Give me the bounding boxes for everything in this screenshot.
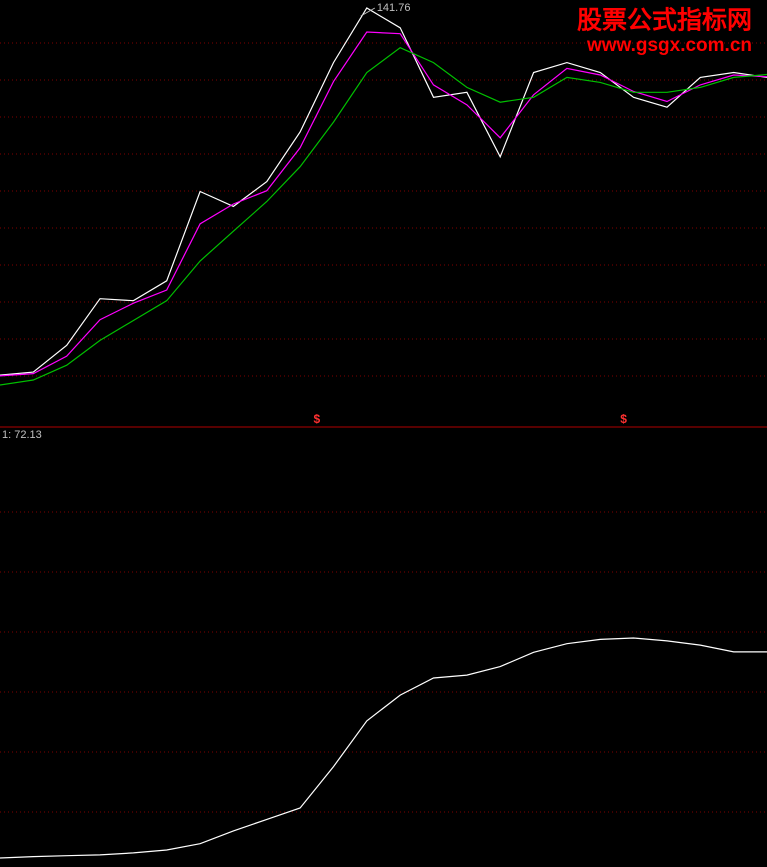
signal-marker: $ — [620, 412, 627, 426]
signal-marker: $ — [313, 412, 320, 426]
peak-label: 141.76 — [377, 2, 411, 14]
peak-pointer — [360, 7, 376, 17]
indicator-label: 1: 72.13 — [2, 429, 42, 441]
series-line — [0, 7, 767, 376]
series-line — [0, 31, 767, 377]
watermark-url: www.gsgx.com.cn — [586, 35, 752, 56]
watermark-title: 股票公式指标网 — [577, 7, 752, 35]
series-line — [0, 47, 767, 386]
series-line — [0, 637, 767, 859]
